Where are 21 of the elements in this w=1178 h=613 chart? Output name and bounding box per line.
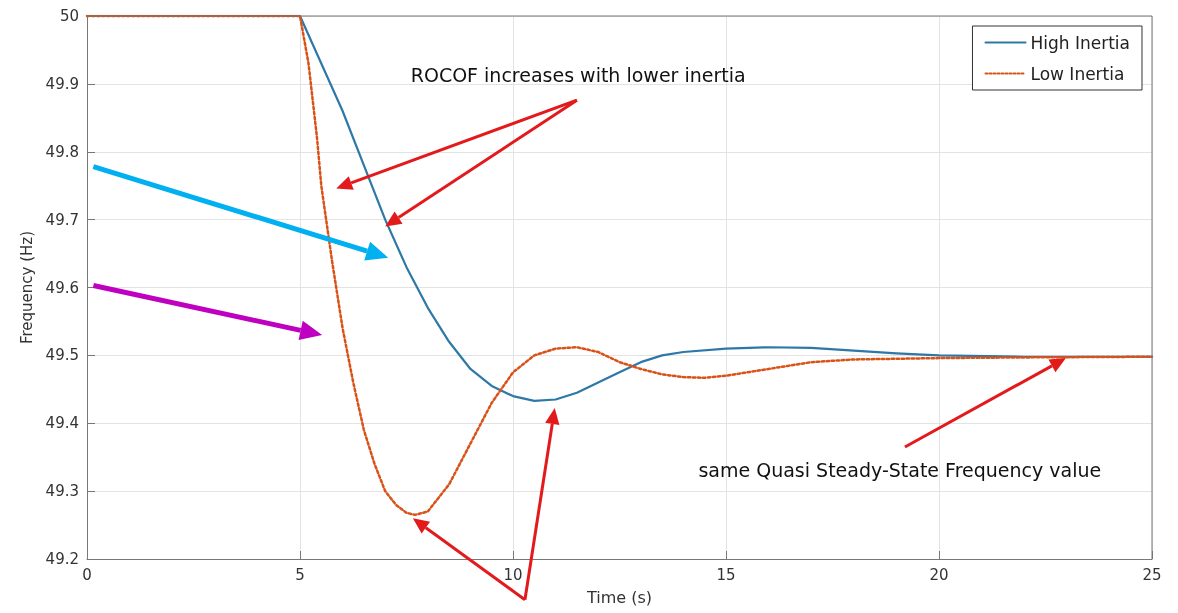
legend-label: High Inertia bbox=[1030, 32, 1131, 53]
annotation: ROCOF increases with lower inertia bbox=[410, 64, 746, 87]
y-tick-label: 49.2 bbox=[45, 550, 79, 568]
x-tick-label: 0 bbox=[82, 565, 92, 584]
x-tick-label: 20 bbox=[929, 565, 949, 584]
y-tick-label: 49.4 bbox=[45, 414, 79, 433]
x-axis-title: Time (s) bbox=[585, 587, 653, 607]
y-tick-label: 49.9 bbox=[45, 74, 79, 93]
legend-label: Low Inertia bbox=[1030, 63, 1125, 84]
y-tick-label: 50 bbox=[59, 7, 79, 25]
x-tick-label: 25 bbox=[1142, 565, 1162, 584]
y-tick-label: 49.8 bbox=[45, 142, 79, 161]
y-tick-label: 49.5 bbox=[45, 346, 79, 365]
y-axis-title: Frequency (Hz) bbox=[18, 230, 37, 345]
y-tick-label: 49.7 bbox=[45, 210, 79, 229]
y-tick-label: 49.6 bbox=[45, 278, 79, 297]
y-tick-label: 49.3 bbox=[45, 482, 79, 501]
x-tick-label: 5 bbox=[295, 565, 305, 584]
x-tick-label: 10 bbox=[503, 565, 523, 584]
annotation: same Quasi Steady-State Frequency value bbox=[698, 459, 1102, 482]
x-tick-label: 15 bbox=[716, 565, 736, 584]
